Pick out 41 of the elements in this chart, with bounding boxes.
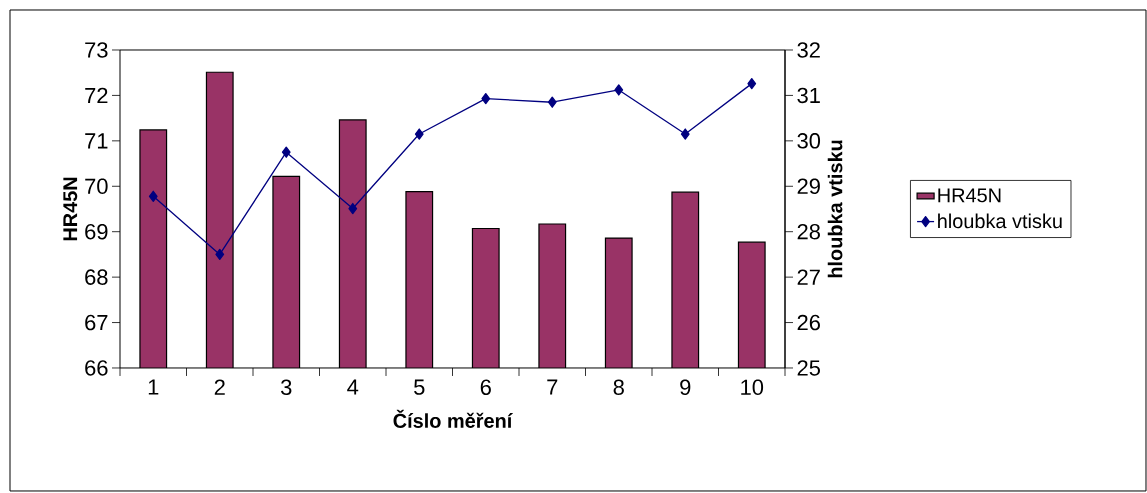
- y-tick-label: 71: [85, 133, 108, 149]
- x-tick-label: 1: [148, 379, 159, 395]
- point: [481, 92, 491, 105]
- x-axis-title: Číslo měření: [393, 409, 513, 428]
- x-tick-label: 6: [480, 379, 491, 396]
- point: [348, 202, 358, 215]
- y2-tick-label: 26: [797, 314, 820, 331]
- legend-label: HR45N: [938, 188, 1001, 203]
- x-tick-label: 10: [741, 379, 764, 396]
- y-tick-label: 66: [85, 360, 108, 376]
- y2-axis-title: hloubka vtisku: [827, 140, 843, 278]
- point: [215, 248, 225, 261]
- point: [547, 96, 557, 108]
- point: [148, 190, 158, 202]
- x-tick-label: 5: [414, 379, 425, 395]
- point: [614, 84, 624, 96]
- x-tick-label: 7: [547, 379, 558, 395]
- y2-tick-label: 27: [797, 269, 820, 285]
- y2-tick-label: 30: [797, 133, 821, 149]
- point: [414, 128, 424, 140]
- y-tick-label: 70: [85, 178, 108, 195]
- point: [747, 77, 757, 90]
- point: [281, 146, 291, 158]
- y-tick-label: 68: [85, 269, 108, 285]
- x-tick-label: 3: [281, 379, 292, 396]
- y-tick-label: 69: [85, 223, 108, 240]
- y2-tick-label: 25: [797, 360, 820, 376]
- y-axis-title: HR45N: [63, 177, 78, 241]
- x-tick-label: 8: [613, 379, 624, 396]
- y-tick-label: 67: [85, 314, 108, 331]
- legend-label: hloubka vtisku: [938, 213, 1062, 229]
- y-tick-label: 72: [85, 87, 108, 104]
- y2-tick-label: 32: [797, 42, 820, 58]
- x-tick-label: 2: [214, 379, 225, 395]
- y2-tick-label: 31: [797, 87, 820, 104]
- point: [680, 128, 690, 140]
- y2-tick-label: 29: [797, 178, 820, 195]
- y-tick-label: 73: [85, 42, 108, 58]
- x-tick-label: 9: [680, 379, 691, 396]
- y2-tick-label: 28: [797, 223, 820, 240]
- x-tick-label: 4: [347, 379, 359, 395]
